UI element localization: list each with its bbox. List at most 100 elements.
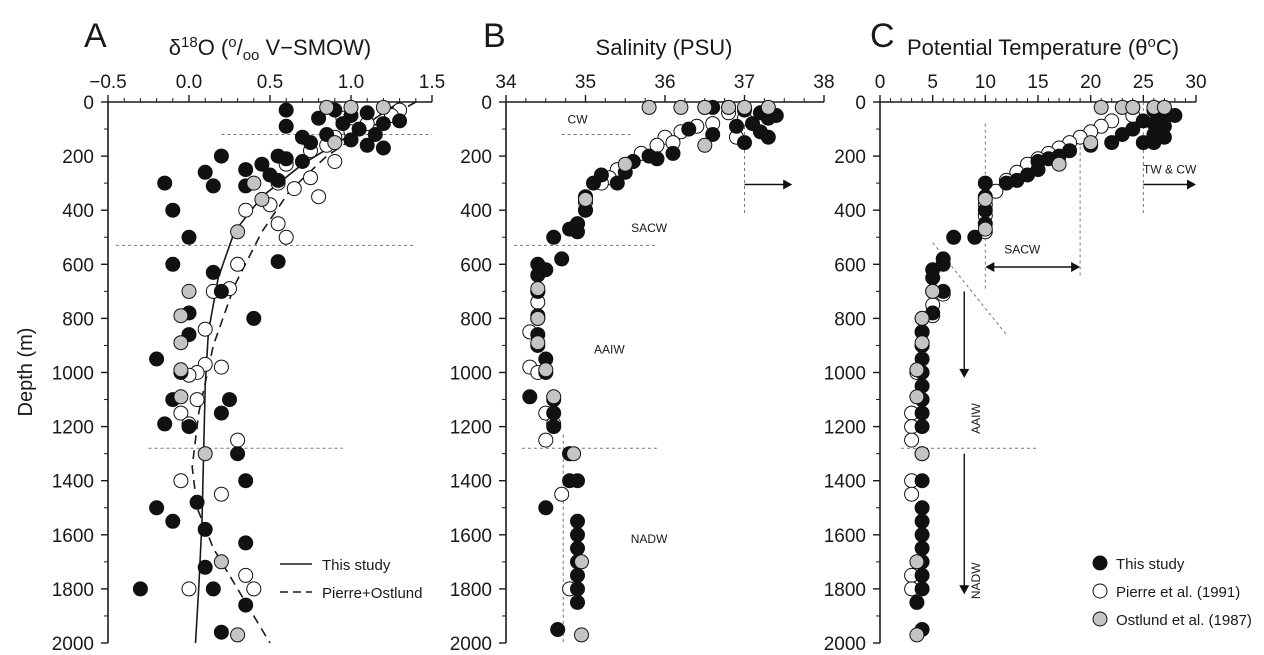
data-point: [181, 419, 197, 435]
x-tick-label: 35: [575, 72, 596, 93]
y-tick-label: 400: [834, 201, 866, 222]
data-point: [238, 162, 254, 178]
legend-dashed-label: Pierre+Ostlund: [322, 585, 422, 602]
arrow-head: [783, 179, 793, 190]
data-point: [530, 310, 546, 326]
data-point: [343, 132, 359, 148]
y-tick-label: 1400: [450, 472, 492, 493]
data-point: [173, 405, 189, 421]
panel-c-xlabel: Potential Temperature (θoC): [907, 34, 1179, 60]
data-point: [205, 581, 221, 597]
data-point: [278, 102, 294, 118]
arrow-head: [959, 368, 970, 378]
panel-letter-b: B: [483, 17, 506, 55]
data-point: [574, 554, 589, 570]
data-point: [165, 256, 181, 272]
x-tick-label: 10: [975, 72, 996, 93]
panel-b-xlabel: Salinity (PSU): [596, 35, 733, 60]
data-point: [303, 135, 318, 151]
x-tick-label: 30: [1185, 72, 1206, 93]
data-point: [904, 486, 920, 502]
data-point: [914, 527, 930, 543]
legend-marker-pierre: [1092, 583, 1108, 599]
data-point: [222, 392, 237, 408]
y-tick-label: 600: [62, 255, 94, 276]
panel-c: C Potential Temperature (θoC) 0 5 10 15 20 25…: [824, 17, 1207, 655]
data-point: [914, 310, 930, 326]
data-point: [230, 446, 246, 462]
data-point: [1146, 135, 1162, 151]
data-point: [270, 172, 286, 188]
data-point: [181, 283, 197, 299]
data-point: [530, 281, 546, 297]
y-tick-label: 1800: [450, 580, 492, 601]
data-point: [197, 321, 213, 337]
data-point: [538, 432, 554, 448]
data-point: [343, 99, 359, 115]
water-mass-label: AAIW: [594, 343, 625, 357]
data-point: [327, 135, 343, 151]
panel-a-xlabel: δ18O (o/oo V−SMOW): [169, 34, 372, 64]
data-point: [570, 513, 585, 529]
data-point: [546, 389, 562, 405]
data-point: [914, 513, 930, 529]
data-point: [1104, 135, 1120, 151]
data-point: [286, 181, 302, 197]
y-tick-label: 1600: [450, 526, 492, 547]
data-point: [570, 567, 585, 583]
data-point: [173, 362, 189, 378]
x-tick-label: 36: [654, 72, 675, 93]
y-tick-label: 1800: [824, 580, 866, 601]
x-tick-label: 34: [495, 72, 517, 93]
data-point: [914, 473, 930, 489]
data-point: [522, 389, 538, 405]
data-point: [904, 432, 920, 448]
y-tick-label: 0: [83, 93, 94, 114]
data-point: [173, 389, 189, 405]
water-mass-label: TW & CW: [1143, 163, 1197, 177]
legend-markers: This study Pierre et al. (1991) Ostlund …: [1092, 555, 1252, 629]
data-point: [570, 581, 585, 597]
data-point: [246, 175, 262, 191]
y-tick-label: 1400: [52, 472, 94, 493]
data-point: [546, 229, 562, 245]
data-point: [554, 486, 570, 502]
data-point: [278, 229, 294, 245]
y-tick-label: 2000: [450, 634, 492, 655]
y-tick-label: 600: [834, 255, 866, 276]
data-point: [230, 627, 246, 643]
x-tick-label: 5: [927, 72, 938, 93]
data-point: [546, 405, 562, 421]
data-point: [977, 221, 993, 237]
data-point: [1114, 127, 1130, 142]
y-tick-label: 1000: [52, 364, 94, 385]
data-point: [538, 262, 554, 278]
data-point: [375, 99, 391, 115]
data-point: [705, 127, 721, 142]
data-point: [238, 202, 254, 218]
water-mass-label: NADW: [631, 532, 668, 546]
y-tick-label: 200: [460, 147, 492, 168]
data-point: [165, 513, 181, 529]
data-point: [213, 554, 229, 570]
y-tick-label: 1000: [450, 364, 492, 385]
data-point: [574, 627, 589, 643]
data-point: [617, 156, 633, 172]
panel-letter-a: A: [84, 17, 107, 55]
legend-this-study: This study: [1116, 556, 1185, 573]
data-point: [205, 264, 221, 280]
data-point: [914, 500, 930, 516]
data-point: [213, 405, 229, 421]
y-tick-label: 2000: [52, 634, 94, 655]
data-point: [697, 137, 713, 153]
data-point: [149, 351, 165, 367]
data-point: [246, 581, 262, 597]
y-tick-label: 400: [62, 201, 94, 222]
x-tick-label: 0.5: [257, 72, 283, 93]
y-tick-label: 400: [460, 201, 492, 222]
data-point: [351, 121, 367, 137]
panel-b-plot: 34 35 36 37 38 0 200 400 600 800 1000 1200 1400 1600 1…: [450, 72, 835, 655]
data-point: [173, 308, 189, 324]
data-point: [303, 170, 318, 186]
